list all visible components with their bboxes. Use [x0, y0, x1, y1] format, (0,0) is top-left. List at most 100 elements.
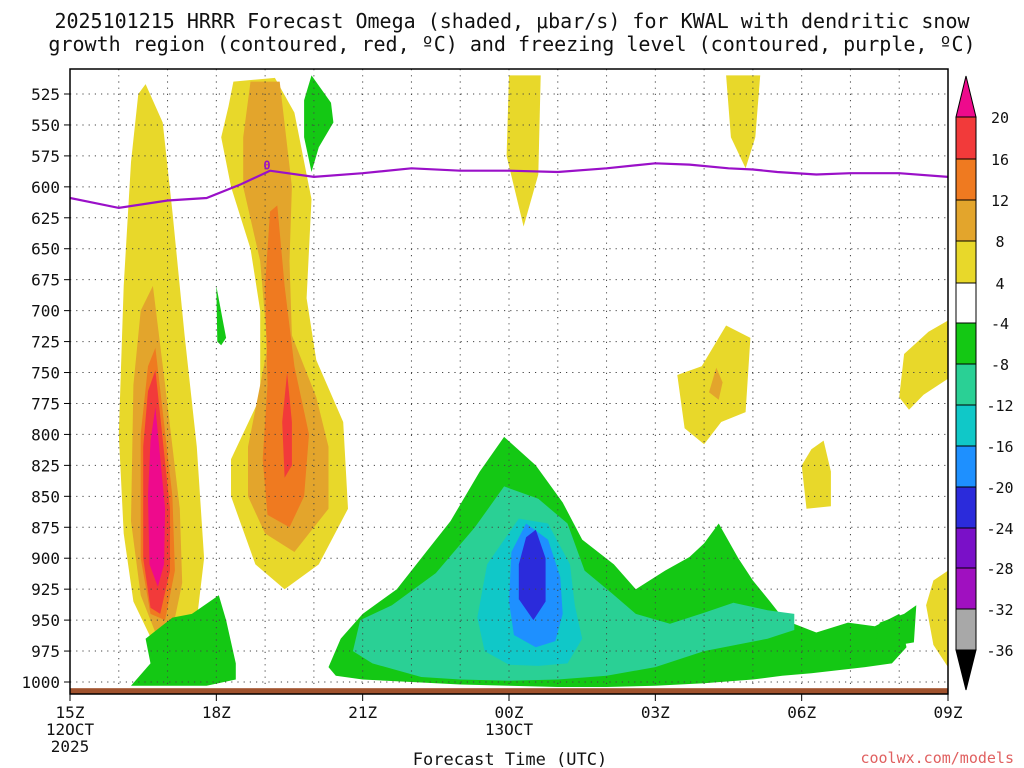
colorbar-band — [955, 116, 977, 160]
colorbar-band — [955, 363, 977, 406]
omega-region-top-green — [304, 75, 334, 172]
y-tick-label: 700 — [31, 302, 60, 321]
y-tick-label: 900 — [31, 549, 60, 568]
colorbar: 20 16 12 8 4 -4 -8 -12 -16 -20 -24 -28 -32 -36 — [955, 75, 1014, 691]
ground-fill — [70, 688, 948, 694]
colorbar-tick-label: 12 — [991, 192, 1009, 210]
colorbar-tick-label: -16 — [986, 438, 1013, 456]
colorbar-band — [955, 486, 977, 529]
y-tick-label: 575 — [31, 147, 60, 166]
colorbar-tick-label: 20 — [991, 109, 1009, 127]
omega-band-8 — [709, 367, 723, 400]
colorbar-tick-label: -8 — [991, 356, 1009, 374]
colorbar-band — [955, 322, 977, 365]
omega-region-left-column — [118, 84, 205, 658]
colorbar-tick-label: 8 — [995, 233, 1004, 251]
colorbar-tick-label: 4 — [995, 275, 1004, 293]
y-tick-label: 850 — [31, 487, 60, 506]
y-tick-label: 600 — [31, 178, 60, 197]
y-tick-label: 725 — [31, 333, 60, 352]
title-line-2: growth region (contoured, red, ºC) and f… — [48, 32, 975, 56]
x-tick-label: 13OCT — [485, 720, 534, 739]
omega-shading — [118, 75, 948, 687]
plot-area: 0 — [70, 69, 948, 694]
y-tick-label: 925 — [31, 580, 60, 599]
colorbar-tick-label: -24 — [986, 520, 1013, 538]
y-tick-label: 825 — [31, 456, 60, 475]
title: 2025101215 HRRR Forecast Omega (shaded, … — [48, 9, 975, 56]
y-tick-label: 550 — [31, 116, 60, 135]
y-tick-label: 950 — [31, 611, 60, 630]
x-tick-label: 09Z — [934, 703, 963, 722]
colorbar-band — [955, 608, 977, 651]
omega-region-top-small-yellow-1 — [506, 75, 541, 227]
omega-region-upper-tower — [221, 77, 348, 590]
colorbar-tick-label: -28 — [986, 560, 1013, 578]
omega-region-bottom-left-green — [131, 595, 236, 686]
colorbar-band — [955, 404, 977, 447]
colorbar-tick-label: -32 — [986, 601, 1013, 619]
omega-band--8 — [352, 486, 795, 681]
y-tick-label: 775 — [31, 394, 60, 413]
colorbar-band — [955, 527, 977, 569]
omega-band--4 — [216, 285, 227, 346]
credit-label: coolwx.com/models — [860, 749, 1014, 767]
y-tick-label: 625 — [31, 209, 60, 228]
x-tick-label: 00Z — [495, 703, 524, 722]
x-tick-label: 03Z — [641, 703, 670, 722]
y-tick-label: 875 — [31, 518, 60, 537]
colorbar-band — [955, 567, 977, 610]
omega-region-mid-yellow-2 — [801, 440, 831, 509]
colorbar-tick-label: -12 — [986, 397, 1013, 415]
omega-band--4 — [874, 605, 917, 648]
omega-band-4 — [801, 440, 831, 509]
x-tick-label: 15Z — [56, 703, 85, 722]
omega-region-right-yellow-bottom — [926, 570, 948, 668]
omega-band-4 — [926, 570, 948, 668]
colorbar-tick-label: -36 — [986, 642, 1013, 660]
omega-band-20 — [148, 407, 166, 587]
omega-region-small-green — [216, 285, 227, 346]
freezing-level-label: 0 — [263, 159, 270, 173]
y-tick-label: 800 — [31, 425, 60, 444]
x-axis-label: Forecast Time (UTC) — [413, 750, 607, 768]
colorbar-cap-top — [955, 75, 977, 118]
colorbar-cap-bottom — [955, 649, 977, 691]
omega-region-right-yellow-top — [899, 320, 948, 410]
y-tick-label: 1000 — [21, 673, 60, 692]
x-tick-label: 18Z — [202, 703, 231, 722]
x-tick-label: 21Z — [348, 703, 377, 722]
omega-region-right-green-tail — [874, 605, 917, 648]
y-tick-label: 525 — [31, 85, 60, 104]
y-axis: 525 550 575 600 625 650 675 700 725 750 775 800 825 8… — [21, 85, 70, 692]
omega-band-4 — [726, 75, 761, 169]
omega-band-12 — [262, 205, 309, 528]
y-tick-label: 650 — [31, 240, 60, 259]
omega-band-4 — [899, 320, 948, 410]
freezing-level-line — [70, 162, 948, 210]
freezing-level-contour: 0 — [70, 159, 948, 210]
x-tick-label: 06Z — [787, 703, 816, 722]
omega-band--4 — [304, 75, 334, 172]
gridlines — [70, 69, 948, 694]
colorbar-band — [955, 158, 977, 201]
omega-band--20 — [518, 529, 546, 621]
omega-band--4 — [131, 595, 236, 686]
ground-bar — [70, 688, 948, 694]
colorbar-band — [955, 282, 977, 324]
omega-band-16 — [282, 372, 292, 478]
y-tick-label: 975 — [31, 642, 60, 661]
colorbar-tick-label: -20 — [986, 479, 1013, 497]
x-tick-label: 2025 — [51, 737, 90, 756]
colorbar-band — [955, 199, 977, 242]
colorbar-band — [955, 240, 977, 284]
y-tick-label: 750 — [31, 364, 60, 383]
omega-region-mid-yellow-1 — [677, 325, 751, 445]
omega-band-4 — [506, 75, 541, 227]
colorbar-tick-label: -4 — [991, 315, 1009, 333]
colorbar-band — [955, 445, 977, 488]
x-tick-label: 12OCT — [46, 720, 95, 739]
y-tick-label: 675 — [31, 271, 60, 290]
